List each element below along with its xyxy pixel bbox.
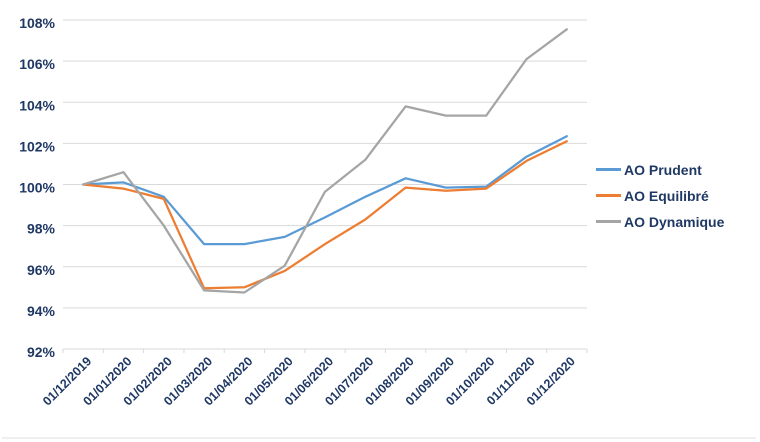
y-tick-label: 104% (19, 97, 55, 113)
legend-label: AO Equilibré (624, 187, 709, 204)
legend-item-ao-prudent: AO Prudent (596, 161, 724, 178)
y-tick-label: 100% (19, 180, 55, 196)
legend-line-swatch (596, 220, 621, 223)
chart-legend: AO Prudent AO Equilibré AO Dynamique (596, 161, 724, 230)
bottom-divider (2, 437, 756, 439)
y-tick-label: 94% (27, 303, 56, 319)
legend-line-swatch (596, 194, 621, 197)
y-tick-label: 98% (27, 221, 56, 237)
y-tick-label: 106% (19, 56, 55, 72)
series-ao-equilibr- (82, 140, 568, 290)
y-axis-labels: 92% 94% 96% 98% 100% 102% 104% 106% 108% (19, 15, 55, 360)
y-tick-label: 96% (27, 262, 56, 278)
legend-item-ao-dynamique: AO Dynamique (596, 213, 724, 230)
y-tick-label: 108% (19, 15, 55, 31)
series-ao-prudent (82, 135, 568, 246)
x-axis-labels: 01/12/201901/01/202001/02/202001/03/2020… (40, 354, 578, 408)
legend-label: AO Dynamique (624, 213, 725, 230)
legend-item-ao-equilibr-: AO Equilibré (596, 187, 724, 204)
legend-label: AO Prudent (624, 161, 702, 178)
y-tick-label: 102% (19, 138, 55, 154)
y-tick-label: 92% (27, 344, 56, 360)
series-ao-dynamique (82, 28, 568, 294)
gridlines (63, 19, 587, 350)
legend-line-swatch (596, 168, 621, 171)
x-axis-ticks (62, 349, 588, 353)
